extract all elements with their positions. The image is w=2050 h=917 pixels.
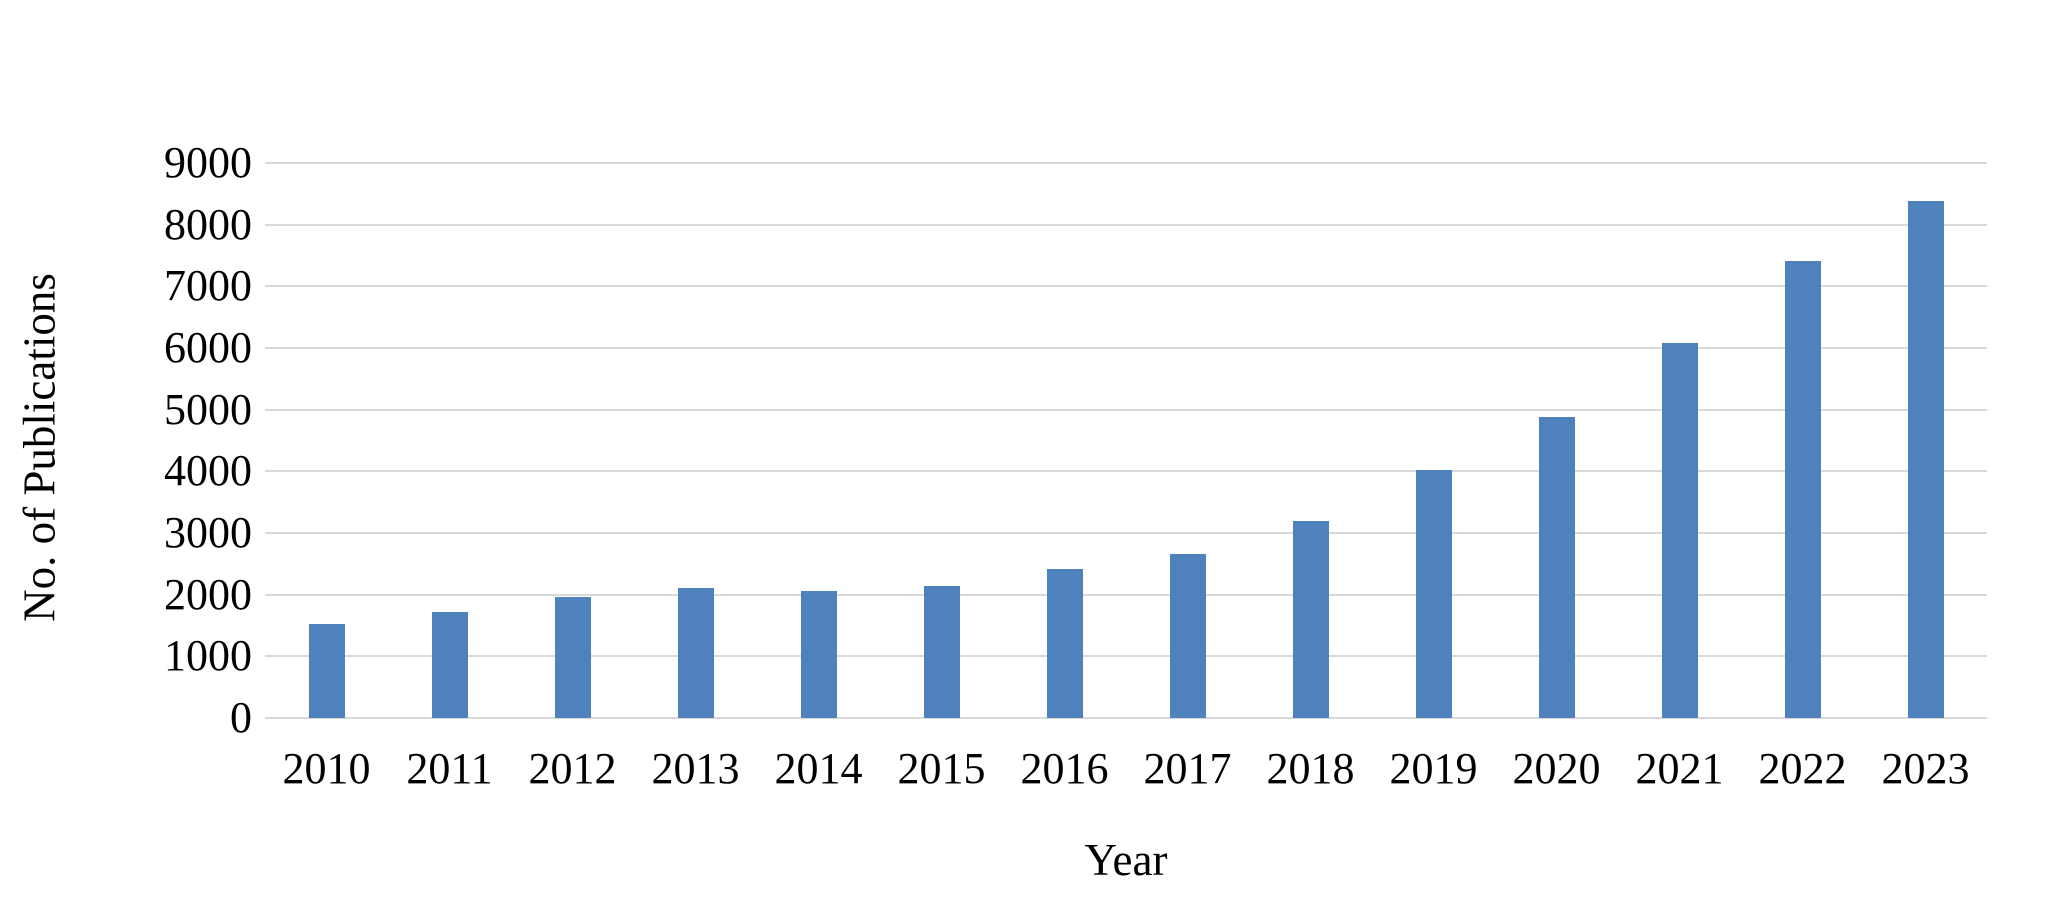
gridline-6000	[265, 347, 1987, 349]
gridline-9000	[265, 162, 1987, 164]
gridline-4000	[265, 470, 1987, 473]
bar-2013	[677, 587, 714, 718]
bar-2012	[554, 597, 591, 718]
bar-2017	[1169, 553, 1206, 718]
y-tick-label-8000: 8000	[164, 199, 252, 249]
gridline-3000	[265, 532, 1987, 534]
y-tick-label-5000: 5000	[164, 384, 252, 434]
x-tick-label-2014: 2014	[774, 744, 863, 793]
x-tick-label-2022: 2022	[1758, 744, 1847, 793]
bar-2015	[923, 586, 960, 718]
x-tick-label-2012: 2012	[528, 744, 617, 793]
x-tick-label-2023: 2023	[1881, 744, 1970, 793]
x-tick-label-2021: 2021	[1635, 744, 1724, 793]
bar-2014	[800, 590, 837, 718]
gridline-5000	[265, 408, 1987, 411]
bar-2018	[1292, 520, 1329, 718]
y-tick-label-7000: 7000	[164, 261, 252, 311]
gridline-2000	[265, 593, 1987, 596]
gridline-0	[265, 717, 1987, 719]
x-tick-label-2010: 2010	[282, 744, 371, 793]
bar-2021	[1661, 343, 1698, 718]
y-tick-label-9000: 9000	[164, 138, 252, 187]
x-axis-title: Year	[1084, 835, 1168, 885]
bar-2011	[431, 611, 468, 718]
y-tick-label-6000: 6000	[164, 323, 252, 372]
x-tick-label-2013: 2013	[651, 744, 740, 793]
gridline-7000	[265, 285, 1987, 288]
y-tick-label-2000: 2000	[164, 569, 252, 619]
y-tick-label-3000: 3000	[164, 508, 252, 557]
x-tick-label-2018: 2018	[1266, 744, 1355, 793]
x-tick-label-2019: 2019	[1389, 744, 1478, 793]
bar-2020	[1538, 417, 1575, 718]
plot-area	[265, 162, 1987, 719]
y-tick-label-4000: 4000	[164, 446, 252, 496]
x-tick-label-2020: 2020	[1512, 744, 1601, 793]
gridline-8000	[265, 223, 1987, 226]
x-tick-label-2015: 2015	[897, 744, 986, 793]
bar-2022	[1784, 261, 1821, 718]
bar-2016	[1046, 568, 1083, 718]
bar-2023	[1907, 200, 1944, 718]
x-tick-label-2017: 2017	[1143, 744, 1232, 793]
x-tick-label-2011: 2011	[406, 744, 493, 793]
bar-2010	[308, 624, 345, 718]
y-tick-label-0: 0	[230, 693, 252, 742]
y-tick-label-1000: 1000	[164, 631, 252, 681]
gridline-1000	[265, 655, 1987, 658]
bar-2019	[1415, 470, 1452, 718]
x-tick-label-2016: 2016	[1020, 744, 1109, 793]
